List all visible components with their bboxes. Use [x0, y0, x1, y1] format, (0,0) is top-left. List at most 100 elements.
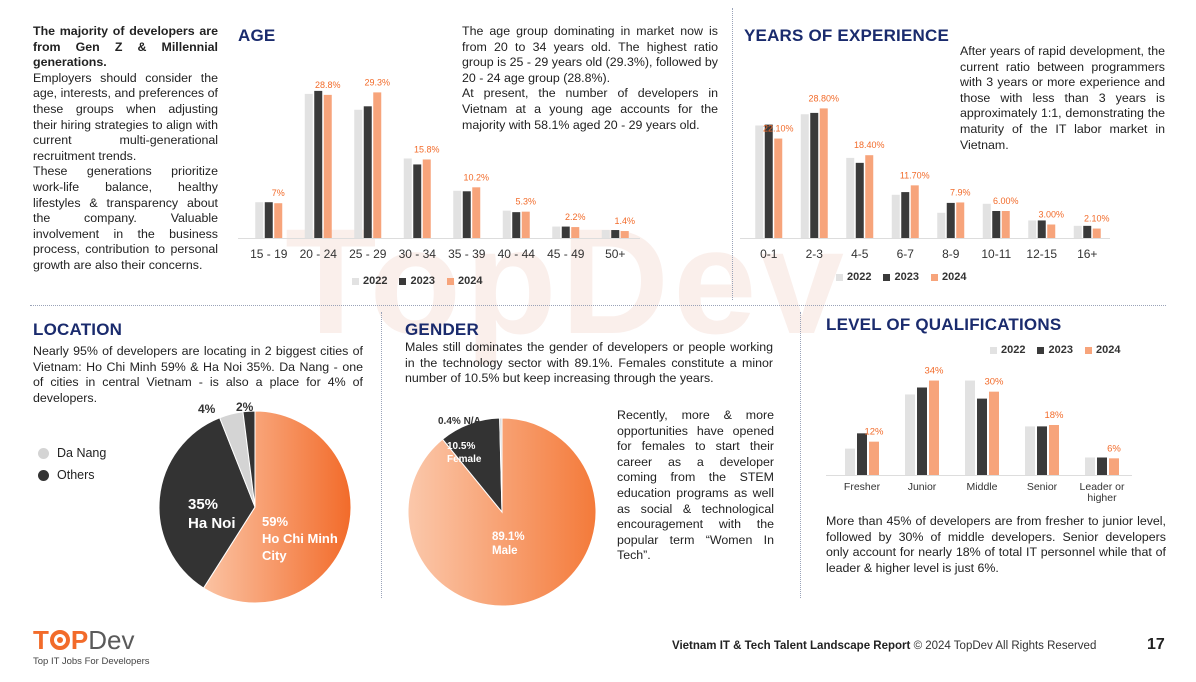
- bar-2024-4: [472, 187, 481, 238]
- bar-2023-1: [810, 112, 819, 238]
- tick-label-7: 16+: [1077, 247, 1097, 261]
- legend-label-2023: 2023: [1048, 344, 1073, 356]
- bar-2023-4: [946, 202, 955, 238]
- bar-2023-3: [1037, 426, 1047, 475]
- age-p1: The age group dominating in market now i…: [462, 24, 718, 85]
- legend-label-others: Others: [57, 468, 95, 482]
- tick-label-1: 20 - 24: [300, 247, 338, 261]
- tick-label-3: 30 - 34: [399, 247, 437, 261]
- logo-o-icon: [49, 630, 70, 650]
- bar-2022-6: [552, 226, 561, 238]
- bar-2024-5: [1001, 211, 1010, 238]
- bar-2023-2: [363, 106, 372, 238]
- gender-pie: 89.1% Male 10.5% Female 0.4% N/A: [407, 416, 597, 607]
- data-label-3: 18%: [1044, 410, 1064, 421]
- data-label-1: 28.8%: [315, 80, 341, 90]
- legend-dot-others: [38, 469, 49, 481]
- data-label-1: 28.80%: [808, 93, 839, 103]
- data-label-7: 1.4%: [614, 216, 635, 226]
- bar-2023-5: [992, 211, 1001, 238]
- bar-2023-0: [857, 433, 867, 475]
- bar-2024-7: [1092, 228, 1101, 238]
- location-legend: Da Nang Others: [38, 446, 106, 482]
- slice-ha-noi: [158, 417, 256, 589]
- male-pct: 89.1%: [492, 531, 525, 543]
- divider-bottom-2: [800, 312, 801, 598]
- divider-top-left: [732, 8, 733, 300]
- legend-item-2023: 2023: [883, 271, 919, 283]
- legend-label-2023: 2023: [410, 275, 435, 287]
- legend-dot-da-nang: [38, 447, 49, 459]
- bar-2022-0: [255, 202, 264, 238]
- bar-2023-6: [561, 226, 570, 238]
- slice-ho-chi-minh: [202, 410, 352, 604]
- topdev-logo: T P Dev: [33, 627, 134, 653]
- tick-label-0: 15 - 19: [250, 247, 288, 261]
- logo-dev: Dev: [88, 625, 135, 655]
- intro-text: The majority of developers are from Gen …: [33, 24, 218, 274]
- data-label-3: 15.8%: [414, 144, 440, 154]
- gender-text-2: Recently, more & more opportunities have…: [617, 408, 774, 564]
- location-p1: Nearly 95% of developers are locating in…: [33, 344, 363, 405]
- hn-name: Ha Noi: [188, 515, 236, 532]
- qualifications-legend: 2022 2023 2024: [990, 344, 1120, 356]
- dn-label: 4%: [198, 402, 216, 416]
- tick-label-2: 25 - 29: [349, 247, 387, 261]
- bar-2024-3: [422, 159, 431, 238]
- bar-2024-7: [620, 231, 629, 238]
- data-label-4: 6%: [1107, 443, 1121, 454]
- bar-2024-1: [929, 380, 939, 475]
- logo-p: P: [70, 625, 89, 655]
- age-title: AGE: [238, 26, 276, 45]
- legend-item-2024: 2024: [930, 271, 967, 283]
- location-pie: 35% Ha Noi 59% Ho Chi Minh City 4% 2%: [158, 400, 352, 604]
- bar-2022-3: [1025, 426, 1035, 475]
- legend-label-2022: 2022: [1001, 344, 1026, 356]
- experience-legend: 2022 2023 2024: [836, 271, 966, 283]
- bar-2023-4: [1097, 457, 1107, 475]
- data-label-6: 2.2%: [565, 212, 586, 222]
- data-label-6: 3.00%: [1038, 210, 1064, 220]
- hcm-name1: Ho Chi Minh: [262, 531, 338, 546]
- bar-2023-5: [512, 212, 521, 238]
- footer-report-title: Vietnam IT & Tech Talent Landscape Repor…: [672, 640, 911, 652]
- tick-label-4: 8-9: [942, 247, 960, 261]
- bar-2022-7: [1073, 225, 1082, 238]
- bar-2022-7: [601, 230, 610, 238]
- tick-label-7: 50+: [605, 247, 625, 261]
- legend-swatch-2022: [836, 273, 843, 281]
- bar-2022-2: [965, 380, 975, 475]
- tick-label-6: 12-15: [1026, 247, 1057, 261]
- legend-item-2022: 2022: [836, 271, 871, 283]
- data-label-4: 7.9%: [950, 187, 971, 197]
- tick-label-3: 6-7: [897, 247, 915, 261]
- tick-label-5: 40 - 44: [498, 247, 536, 261]
- na-label: 0.4% N/A: [438, 416, 481, 427]
- bar-2024-4: [956, 202, 965, 238]
- tick-label-3: Senior: [1027, 481, 1058, 493]
- data-label-2: 30%: [984, 377, 1004, 388]
- data-label-5: 6.00%: [993, 196, 1019, 206]
- bar-2024-3: [910, 185, 919, 238]
- qualifications-p1: More than 45% of developers are from fre…: [826, 514, 1166, 575]
- bar-2024-6: [571, 227, 580, 238]
- location-title: LOCATION: [33, 320, 123, 339]
- bar-2023-7: [1083, 225, 1092, 238]
- legend-label-da-nang: Da Nang: [57, 446, 107, 460]
- bar-2023-0: [264, 202, 273, 238]
- legend-swatch-2022: [990, 346, 997, 354]
- tick-label-2: 4-5: [851, 247, 869, 261]
- qualifications-text: More than 45% of developers are from fre…: [826, 514, 1166, 576]
- data-label-2: 18.40%: [854, 140, 885, 150]
- gender-p1: Males still dominates the gender of deve…: [405, 340, 773, 386]
- legend-label-2024: 2024: [457, 275, 483, 287]
- logo-t: T: [33, 625, 49, 655]
- legend-item-2022: 2022: [352, 275, 387, 287]
- legend-item-2023: 2023: [399, 275, 435, 287]
- location-text: Nearly 95% of developers are locating in…: [33, 344, 363, 406]
- bar-2022-3: [891, 194, 900, 238]
- legend-label-2024: 2024: [941, 271, 967, 283]
- bar-2024-1: [323, 94, 332, 238]
- bar-2024-2: [989, 391, 999, 475]
- tick-label-0: 0-1: [760, 247, 778, 261]
